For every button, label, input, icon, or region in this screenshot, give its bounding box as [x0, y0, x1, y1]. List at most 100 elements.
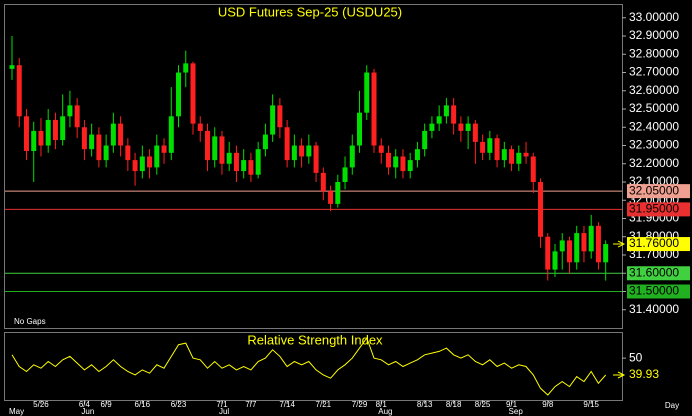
candle-body: [306, 145, 312, 157]
candle-body: [407, 160, 413, 172]
x-axis-label: Day: [665, 401, 679, 410]
month-label: Jul: [219, 407, 229, 416]
chart-title: USD Futures Sep-25 (USDU25): [218, 4, 402, 19]
candle-body: [103, 145, 109, 161]
candle-body: [197, 123, 203, 131]
x-tick-label: 6/4: [79, 400, 91, 409]
y-tick-label: 31.40000: [629, 302, 679, 316]
candle-body: [501, 149, 507, 161]
candle-body: [60, 116, 66, 141]
candle-body: [509, 149, 515, 164]
candle-body: [393, 156, 399, 168]
candle-body: [255, 149, 261, 175]
candle-body: [81, 127, 87, 150]
candle-body: [31, 130, 37, 151]
x-tick-label: 9/1: [506, 400, 518, 409]
candle-body: [574, 233, 580, 263]
x-tick-label: 8/13: [417, 400, 433, 409]
x-tick-label: 9/15: [583, 400, 599, 409]
candle-body: [371, 72, 377, 146]
candle-body: [516, 152, 522, 164]
rsi-panel: [4, 332, 623, 401]
level-box: [627, 266, 690, 281]
x-tick-label: 6/16: [135, 400, 151, 409]
main-panel: [4, 4, 623, 329]
level-label: 31.50000: [629, 284, 679, 298]
candle-body: [581, 233, 587, 252]
x-tick-label: 6/23: [171, 400, 187, 409]
x-tick-label: 7/21: [316, 400, 332, 409]
x-tick-label: 7/1: [216, 400, 228, 409]
rsi-line: [11, 336, 607, 396]
candle-body: [400, 156, 406, 172]
rsi-title: Relative Strength Index: [247, 332, 383, 347]
candle-body: [595, 225, 601, 263]
candle-body: [212, 136, 218, 161]
candle-body: [168, 116, 174, 153]
candle-body: [219, 136, 225, 164]
candle-body: [241, 160, 247, 172]
level-box: [627, 202, 690, 217]
x-tick-label: 8/18: [446, 400, 462, 409]
candle-body: [364, 72, 370, 113]
month-label: Aug: [378, 407, 392, 416]
candle-body: [320, 172, 326, 192]
candle-body: [494, 138, 500, 161]
candle-body: [357, 112, 363, 146]
candle-body: [422, 130, 428, 150]
annotation: No Gaps: [14, 317, 46, 326]
candle-body: [284, 127, 290, 161]
candle-body: [538, 182, 544, 237]
candle-body: [45, 119, 51, 146]
candle-body: [183, 63, 189, 73]
candle-body: [552, 251, 558, 270]
x-tick-label: 6/9: [101, 400, 113, 409]
last-price-box: [627, 237, 690, 252]
candle-body: [262, 134, 268, 150]
candle-body: [67, 105, 73, 117]
candle-body: [38, 130, 44, 146]
candle-body: [458, 123, 464, 131]
candle-body: [233, 152, 239, 172]
candle-body: [23, 116, 29, 151]
y-tick-label: 32.30000: [629, 138, 679, 152]
candle-body: [52, 119, 58, 141]
candle-body: [291, 145, 297, 161]
level-label: 31.95000: [629, 202, 679, 216]
price-arrow: [613, 240, 626, 248]
candle-body: [299, 145, 305, 157]
candle-body: [603, 244, 609, 263]
candle-body: [248, 160, 254, 175]
candle-body: [451, 105, 457, 124]
x-tick-label: 7/14: [279, 400, 295, 409]
candle-body: [270, 105, 276, 135]
y-tick-label: 32.60000: [629, 83, 679, 97]
level-label: 31.60000: [629, 265, 679, 279]
candle-body: [588, 225, 594, 252]
last-price-label: 31.76000: [629, 236, 679, 250]
y-tick-label: 32.50000: [629, 101, 679, 115]
candle-body: [472, 123, 478, 142]
candle-body: [530, 156, 536, 183]
candle-body: [118, 123, 124, 146]
y-tick-label: 32.90000: [629, 28, 679, 42]
candle-body: [480, 141, 486, 153]
x-tick-label: 7/29: [352, 400, 368, 409]
y-tick-label: 33.00000: [629, 10, 679, 24]
candle-body: [89, 134, 95, 150]
rsi-arrow: [613, 371, 626, 379]
y-tick-label: 32.70000: [629, 65, 679, 79]
candle-body: [523, 152, 529, 157]
x-tick-label: 8/1: [376, 400, 388, 409]
candle-body: [176, 72, 182, 117]
candle-body: [96, 134, 102, 161]
candle-body: [429, 123, 435, 131]
candle-body: [147, 156, 153, 168]
candle-body: [226, 152, 232, 164]
candle-body: [559, 240, 565, 252]
candle-body: [436, 116, 442, 124]
y-tick-label: 32.40000: [629, 119, 679, 133]
x-tick-label: 5/26: [33, 400, 49, 409]
candle-body: [16, 65, 22, 117]
